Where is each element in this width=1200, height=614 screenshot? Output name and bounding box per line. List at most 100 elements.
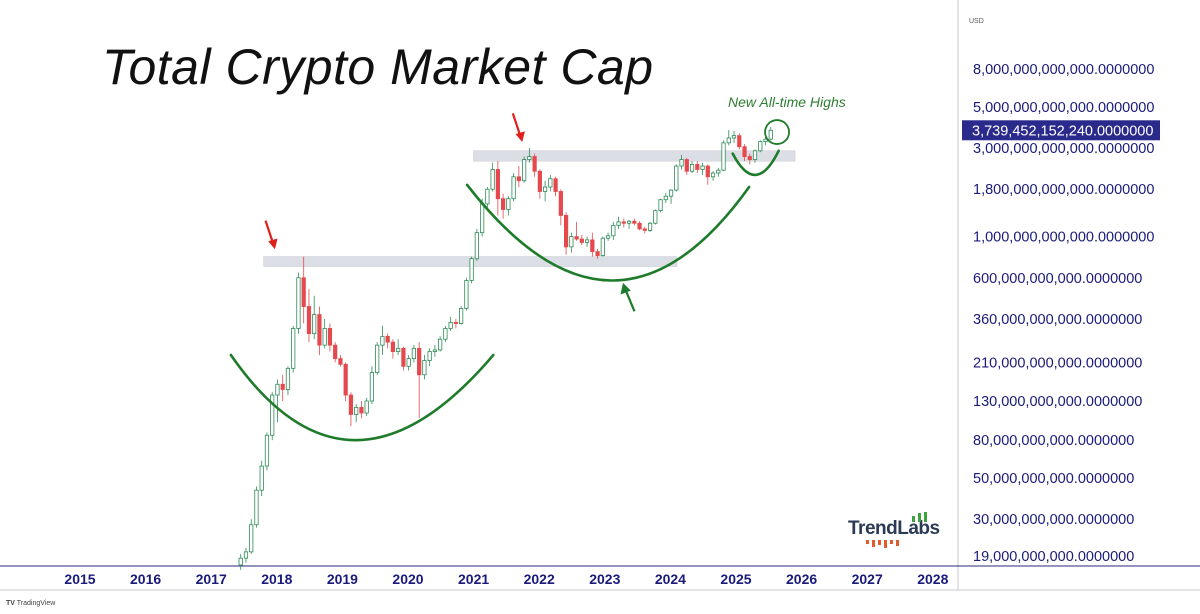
current-price-badge[interactable] — [962, 120, 1160, 141]
candle-body[interactable] — [490, 169, 495, 190]
candle-body[interactable] — [380, 335, 385, 346]
candle-body[interactable] — [621, 221, 626, 224]
candle-body[interactable] — [343, 363, 348, 396]
candle-body[interactable] — [369, 372, 375, 402]
candle-body[interactable] — [432, 349, 437, 353]
candle-body[interactable] — [584, 239, 590, 243]
candle-body[interactable] — [317, 314, 322, 346]
candle-body[interactable] — [291, 328, 296, 369]
candle-body[interactable] — [359, 407, 364, 414]
candle-body[interactable] — [710, 172, 716, 178]
candle-body[interactable] — [700, 165, 705, 170]
candle-body[interactable] — [569, 236, 574, 248]
candle-body[interactable] — [238, 557, 243, 566]
candle-body[interactable] — [306, 306, 312, 335]
candle-body[interactable] — [270, 394, 275, 436]
candle-body[interactable] — [595, 251, 600, 256]
candle-body[interactable] — [480, 203, 485, 234]
candle-body[interactable] — [275, 383, 280, 396]
candle-body[interactable] — [747, 156, 752, 160]
candle-body[interactable] — [264, 434, 270, 467]
candle-body[interactable] — [506, 198, 511, 210]
candle-body[interactable] — [632, 220, 637, 224]
candle-body[interactable] — [558, 191, 563, 216]
candle-body[interactable] — [259, 465, 264, 491]
candle-body[interactable] — [752, 150, 758, 160]
candle-body[interactable] — [679, 159, 684, 167]
candle-body[interactable] — [527, 156, 532, 160]
candle-body[interactable] — [474, 232, 479, 260]
candle-body[interactable] — [668, 189, 674, 197]
candle-body[interactable] — [312, 314, 317, 335]
candle-body[interactable] — [726, 137, 731, 144]
candle-body[interactable] — [459, 308, 464, 324]
candle-body[interactable] — [658, 199, 663, 212]
candle-body[interactable] — [333, 344, 338, 360]
candle-body[interactable] — [600, 237, 605, 256]
candle-body[interactable] — [611, 224, 616, 237]
candle-body[interactable] — [579, 238, 584, 243]
candle-body[interactable] — [464, 280, 469, 309]
candle-body[interactable] — [663, 195, 668, 201]
candle-body[interactable] — [742, 146, 747, 157]
candle-body[interactable] — [417, 347, 422, 376]
candle-body[interactable] — [443, 328, 448, 340]
candle-body[interactable] — [737, 135, 742, 148]
candle-body[interactable] — [758, 141, 763, 152]
candle-body[interactable] — [716, 169, 721, 174]
candle-body[interactable] — [448, 321, 453, 329]
candle-body[interactable] — [485, 188, 490, 205]
candle-body[interactable] — [390, 341, 396, 353]
candle-body[interactable] — [406, 358, 411, 367]
candle-body[interactable] — [721, 142, 726, 171]
candle-body[interactable] — [453, 321, 458, 324]
candle-body[interactable] — [354, 407, 359, 415]
candle-body[interactable] — [626, 220, 632, 224]
candle-body[interactable] — [695, 163, 700, 170]
candle-body[interactable] — [532, 156, 537, 172]
candle-body[interactable] — [647, 222, 653, 231]
candle-body[interactable] — [705, 165, 710, 178]
candle-body[interactable] — [501, 198, 506, 210]
candle-body[interactable] — [543, 186, 548, 192]
candle-body[interactable] — [385, 335, 390, 343]
candle-body[interactable] — [411, 347, 417, 360]
candle-body[interactable] — [553, 178, 558, 192]
candle-body[interactable] — [537, 170, 542, 192]
candle-body[interactable] — [637, 222, 642, 230]
candle-body[interactable] — [301, 277, 306, 307]
candle-body[interactable] — [396, 347, 401, 353]
candle-body[interactable] — [243, 551, 249, 559]
candle-body[interactable] — [674, 165, 679, 191]
candle-body[interactable] — [605, 235, 611, 239]
candle-body[interactable] — [422, 360, 427, 376]
candle-body[interactable] — [731, 135, 737, 139]
candle-body[interactable] — [574, 236, 579, 240]
candle-body[interactable] — [364, 400, 369, 414]
candle-body[interactable] — [469, 258, 474, 281]
candle-body[interactable] — [653, 210, 658, 224]
candle-body[interactable] — [427, 351, 432, 361]
candle-body[interactable] — [563, 215, 569, 248]
candle-body[interactable] — [548, 178, 553, 188]
candle-body[interactable] — [401, 347, 406, 367]
candle-body[interactable] — [338, 358, 343, 365]
candle-body[interactable] — [285, 367, 291, 390]
candle-body[interactable] — [689, 163, 695, 172]
candle-body[interactable] — [642, 228, 647, 231]
candle-body[interactable] — [254, 489, 259, 526]
candle-body[interactable] — [684, 159, 689, 172]
candle-body[interactable] — [768, 129, 773, 140]
candle-body[interactable] — [438, 338, 443, 351]
candle-body[interactable] — [590, 239, 595, 253]
candle-body[interactable] — [327, 328, 333, 346]
candle-body[interactable] — [511, 176, 516, 200]
candle-body[interactable] — [280, 383, 285, 390]
candle-body[interactable] — [375, 344, 380, 373]
candle-body[interactable] — [296, 277, 301, 329]
candle-body[interactable] — [616, 221, 621, 226]
candle-body[interactable] — [516, 176, 521, 182]
candle-body[interactable] — [522, 159, 527, 182]
candle-body[interactable] — [322, 328, 327, 346]
